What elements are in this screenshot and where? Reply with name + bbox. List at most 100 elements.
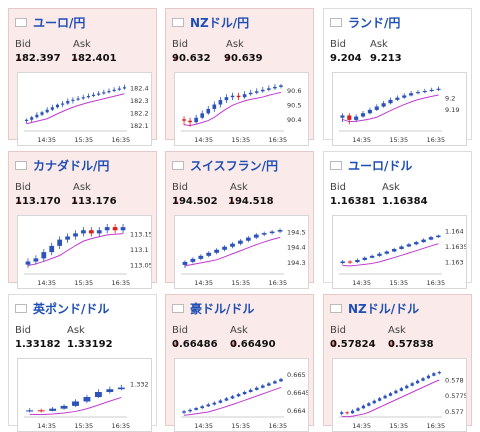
candle-body	[61, 103, 65, 105]
down-arrow-icon: ↓	[15, 196, 24, 207]
candle-body	[112, 227, 118, 231]
candle-body	[377, 253, 382, 256]
chart[interactable]: 113.15 113.1 113.05 14:35 15:35 16:35	[17, 215, 152, 289]
candlestick-chart-svg: 182.4 182.3 182.2 182.1 14:35 15:35 16:35	[24, 84, 149, 144]
x-tick-label: 15:35	[389, 279, 408, 287]
candle-body	[57, 239, 63, 246]
pair-name[interactable]: カナダドル/円	[33, 158, 110, 173]
candle-body	[224, 97, 229, 101]
candle-body	[198, 255, 204, 259]
rate-card-audusd[interactable]: 豪ドル/ドル Bid Ask ↓ 0.66486 ↓ 0.66490 0.665 0.66…	[165, 294, 314, 432]
pair-name[interactable]: 英ポンド/ドル	[33, 301, 110, 316]
chart[interactable]: 1.332 14:35 15:35 16:35	[17, 358, 152, 432]
bid-label: Bid	[172, 39, 188, 50]
candle-body	[91, 94, 96, 96]
candle-body	[273, 381, 277, 384]
y-tick-label: 9.19	[445, 106, 459, 114]
candle-body	[277, 230, 283, 232]
bid-label: Bid	[330, 182, 346, 193]
x-tick-label: 16:35	[426, 136, 445, 144]
pair-name[interactable]: スイスフラン/円	[190, 158, 279, 173]
y-tick-label: 1.332	[130, 381, 149, 389]
candle-body	[367, 403, 371, 406]
rate-card-nzdusd[interactable]: NZドル/ドル Bid Ask ↓ 0.57824 ↓ 0.57838 0.578 0.5…	[323, 294, 472, 432]
pair-name[interactable]: NZドル/ドル	[348, 301, 420, 316]
candle-body	[26, 410, 34, 412]
x-tick-label: 14:35	[352, 136, 371, 144]
ask-label: Ask	[67, 325, 85, 336]
candle-body	[354, 116, 359, 120]
ask-label: Ask	[370, 39, 388, 50]
rate-card-nzdjpy[interactable]: NZドル/円 Bid Ask ↓ 90.632 ↓ 90.639 90.6 90.5 90.…	[165, 8, 314, 146]
au-flag-icon	[172, 303, 184, 313]
candle-body	[206, 108, 211, 114]
candle-body	[25, 261, 31, 265]
rate-card-chfjpy[interactable]: スイスフラン/円 Bid Ask ↓ 194.502 ↓ 194.518 194.5 19…	[165, 151, 314, 289]
nz-us-flag-icon	[330, 303, 342, 313]
x-tick-label: 16:35	[268, 136, 287, 144]
candle-body	[104, 227, 110, 231]
y-tick-label: 9.2	[445, 95, 455, 103]
candle-body	[436, 88, 441, 90]
candlestick-chart-svg: 1.332 14:35 15:35 16:35	[24, 381, 149, 430]
pair-name[interactable]: 豪ドル/ドル	[190, 301, 255, 316]
candle-body	[437, 372, 441, 374]
moving-average-line	[26, 93, 125, 125]
candle-body	[194, 408, 198, 410]
candle-body	[410, 383, 414, 386]
y-tick-label: 0.5775	[445, 392, 466, 400]
candle-body	[81, 230, 86, 234]
chart[interactable]: 9.2 9.19 14:35 15:35 16:35	[332, 72, 467, 146]
chart[interactable]: 0.665 0.6645 0.664 14:35 15:35 16:35	[174, 358, 309, 432]
candle-body	[188, 120, 192, 123]
down-arrow-icon: ↓	[71, 53, 80, 64]
candle-body	[254, 91, 259, 93]
x-tick-label: 14:35	[352, 279, 371, 287]
candle-body	[194, 117, 198, 123]
eu-flag-icon	[15, 17, 27, 27]
rate-card-zarjpy[interactable]: ランド/円 Bid Ask 9.204 9.213 9.2 9.19 14:35 15:3…	[323, 8, 472, 146]
chart[interactable]: 1.164 1.1635 1.163 14:35 15:35 16:35	[332, 215, 467, 289]
ask-label: Ask	[230, 325, 248, 336]
ask-label: Ask	[388, 325, 406, 336]
card-header: NZドル/ドル	[330, 301, 420, 316]
pair-name[interactable]: NZドル/円	[190, 15, 250, 30]
rate-card-eurusd[interactable]: ユーロ/ドル Bid Ask 1.16381 1.16384 1.164 1.1635…	[323, 151, 472, 289]
candle-body	[340, 261, 345, 264]
y-tick-label: 0.578	[445, 377, 464, 385]
y-tick-label: 113.15	[130, 230, 151, 238]
candle-body	[361, 405, 366, 409]
card-header: NZドル/円	[172, 15, 250, 30]
pair-name[interactable]: ユーロ/円	[33, 15, 86, 30]
rate-card-eurjpy[interactable]: ユーロ/円 Bid Ask ↓ 182.397 ↓ 182.401 182.4 182.3…	[8, 8, 157, 146]
candle-body	[182, 261, 188, 265]
candle-body	[37, 410, 45, 412]
bid-label: Bid	[330, 39, 346, 50]
chart[interactable]: 182.4 182.3 182.2 182.1 14:35 15:35 16:35	[17, 72, 152, 146]
rate-card-cadjpy[interactable]: カナダドル/円 Bid Ask ↓ 113.170 ↓ 113.176 113.15 11…	[8, 151, 157, 289]
down-arrow-icon: ↓	[172, 196, 181, 207]
chart[interactable]: 0.578 0.5775 0.577 14:35 15:35 16:35	[332, 358, 467, 432]
ask-label: Ask	[382, 182, 400, 193]
chart[interactable]: 90.6 90.5 90.4 14:35 15:35 16:35	[174, 72, 309, 146]
rate-card-gbpusd[interactable]: 英ポンド/ドル Bid Ask 1.33182 1.33192 1.332 14:35…	[8, 294, 157, 432]
y-tick-label: 194.3	[287, 259, 306, 267]
candle-body	[245, 237, 251, 241]
card-header: ランド/円	[330, 15, 401, 30]
candle-body	[279, 379, 283, 382]
bid-label: Bid	[172, 325, 188, 336]
candle-body	[394, 390, 398, 394]
pair-name[interactable]: ランド/円	[348, 15, 401, 30]
y-tick-label: 90.4	[287, 116, 301, 124]
candle-body	[97, 93, 101, 95]
chart[interactable]: 194.5 194.4 194.3 14:35 15:35 16:35	[174, 215, 309, 289]
candle-body	[428, 237, 434, 240]
ask-label: Ask	[73, 39, 91, 50]
x-tick-label: 15:35	[74, 279, 93, 287]
pair-name[interactable]: ユーロ/ドル	[348, 158, 413, 173]
candle-body	[106, 389, 114, 392]
candle-body	[120, 227, 126, 231]
candle-body	[66, 101, 70, 104]
candle-body	[405, 385, 409, 389]
x-tick-label: 15:35	[231, 279, 250, 287]
